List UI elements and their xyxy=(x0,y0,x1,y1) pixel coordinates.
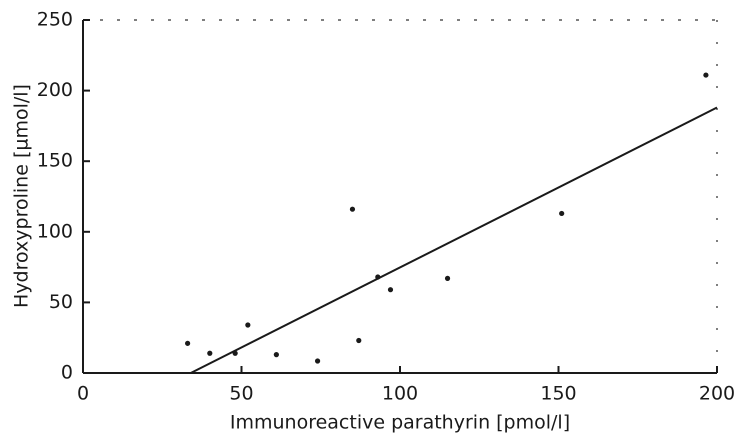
x-axis-label: Immunoreactive parathyrin [pmol/l] xyxy=(230,412,570,434)
data-point xyxy=(559,210,565,217)
x-tick-label: 150 xyxy=(540,383,576,405)
x-tick-label: 0 xyxy=(77,383,89,405)
data-point xyxy=(703,72,709,78)
data-point xyxy=(232,350,238,356)
y-tick-label: 150 xyxy=(37,150,73,172)
y-tick-label: 100 xyxy=(37,220,73,242)
data-point xyxy=(444,275,451,281)
y-tick-label: 50 xyxy=(49,291,73,313)
y-axis-label: Hydroxyproline [µmol/l] xyxy=(11,84,33,308)
y-tick-label: 200 xyxy=(37,79,73,101)
data-point xyxy=(273,352,279,358)
fit-line xyxy=(190,106,718,374)
data-point xyxy=(375,274,381,280)
y-tick-label: 0 xyxy=(61,362,73,384)
data-point xyxy=(185,340,191,346)
data-point xyxy=(387,287,394,293)
data-point xyxy=(356,337,362,344)
data-point xyxy=(349,206,356,212)
x-tick-label: 100 xyxy=(382,383,418,405)
y-tick-label: 250 xyxy=(37,9,73,31)
data-point xyxy=(245,322,251,328)
data-point xyxy=(314,358,321,364)
data-point xyxy=(207,350,213,356)
x-tick-label: 50 xyxy=(229,383,253,405)
x-tick-label: 200 xyxy=(699,383,735,405)
